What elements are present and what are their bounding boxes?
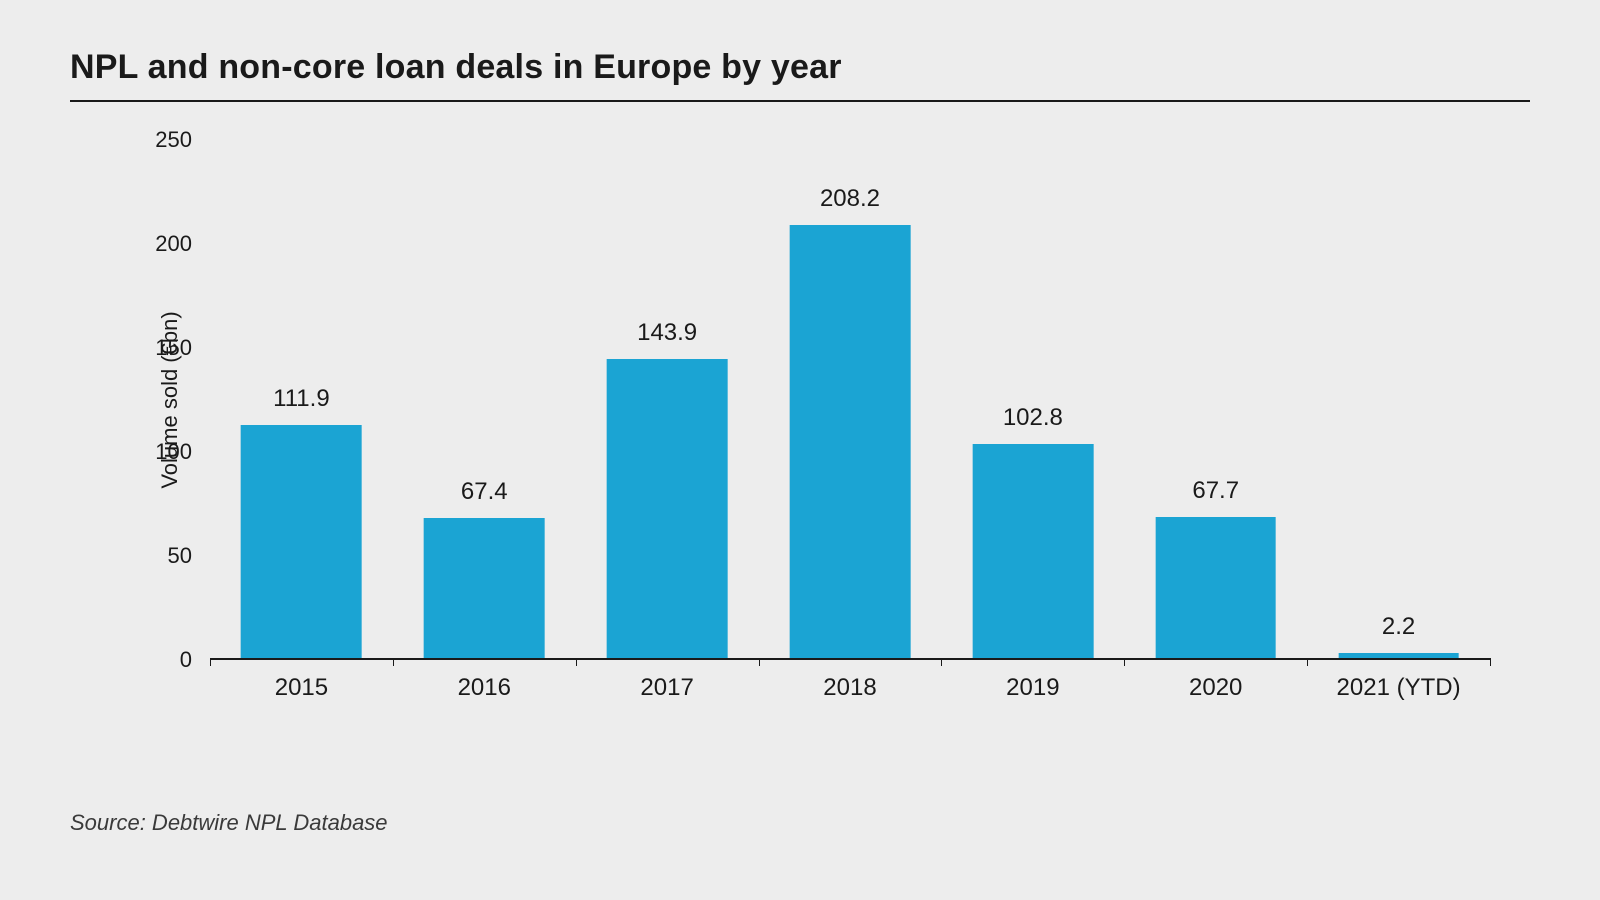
x-tick-mark — [1490, 658, 1491, 666]
bar-slot: 102.82019 — [941, 140, 1124, 658]
bar — [424, 518, 545, 658]
x-tick-label: 2016 — [458, 658, 511, 702]
y-tick-label: 100 — [155, 439, 210, 465]
bar-slot: 111.92015 — [210, 140, 393, 658]
x-tick-label: 2020 — [1189, 658, 1242, 702]
bar-slot: 208.22018 — [759, 140, 942, 658]
bar — [790, 225, 911, 658]
x-tick-mark — [1124, 658, 1125, 666]
x-tick-label: 2021 (YTD) — [1337, 658, 1461, 702]
bar — [607, 359, 728, 658]
source-line: Source: Debtwire NPL Database — [70, 810, 388, 836]
bar-slot: 67.42016 — [393, 140, 576, 658]
x-tick-label: 2018 — [823, 658, 876, 702]
plot-area: 050100150200250111.9201567.42016143.9201… — [210, 140, 1490, 660]
y-tick-label: 200 — [155, 231, 210, 257]
bar-value-label: 67.7 — [1192, 477, 1239, 505]
bar-value-label: 2.2 — [1382, 613, 1415, 641]
bar-value-label: 102.8 — [1003, 404, 1063, 432]
x-tick-label: 2019 — [1006, 658, 1059, 702]
x-tick-mark — [941, 658, 942, 666]
y-tick-label: 150 — [155, 335, 210, 361]
chart-area: Volume sold (€bn) 050100150200250111.920… — [70, 100, 1530, 720]
y-tick-label: 0 — [180, 647, 210, 673]
y-tick-label: 50 — [168, 543, 210, 569]
x-tick-mark — [393, 658, 394, 666]
bar-value-label: 143.9 — [637, 319, 697, 347]
x-tick-label: 2015 — [275, 658, 328, 702]
x-tick-label: 2017 — [640, 658, 693, 702]
bar-value-label: 208.2 — [820, 185, 880, 213]
y-tick-label: 250 — [155, 127, 210, 153]
bar-slot: 67.72020 — [1124, 140, 1307, 658]
x-tick-mark — [759, 658, 760, 666]
bar-slot: 2.22021 (YTD) — [1307, 140, 1490, 658]
chart-title: NPL and non-core loan deals in Europe by… — [70, 48, 842, 87]
x-tick-mark — [210, 658, 211, 666]
bar-value-label: 67.4 — [461, 478, 508, 506]
bar-slot: 143.92017 — [576, 140, 759, 658]
bar-value-label: 111.9 — [273, 385, 330, 413]
x-tick-mark — [576, 658, 577, 666]
bar — [241, 425, 362, 658]
bar — [1155, 517, 1276, 658]
bar — [973, 444, 1094, 658]
x-tick-mark — [1307, 658, 1308, 666]
